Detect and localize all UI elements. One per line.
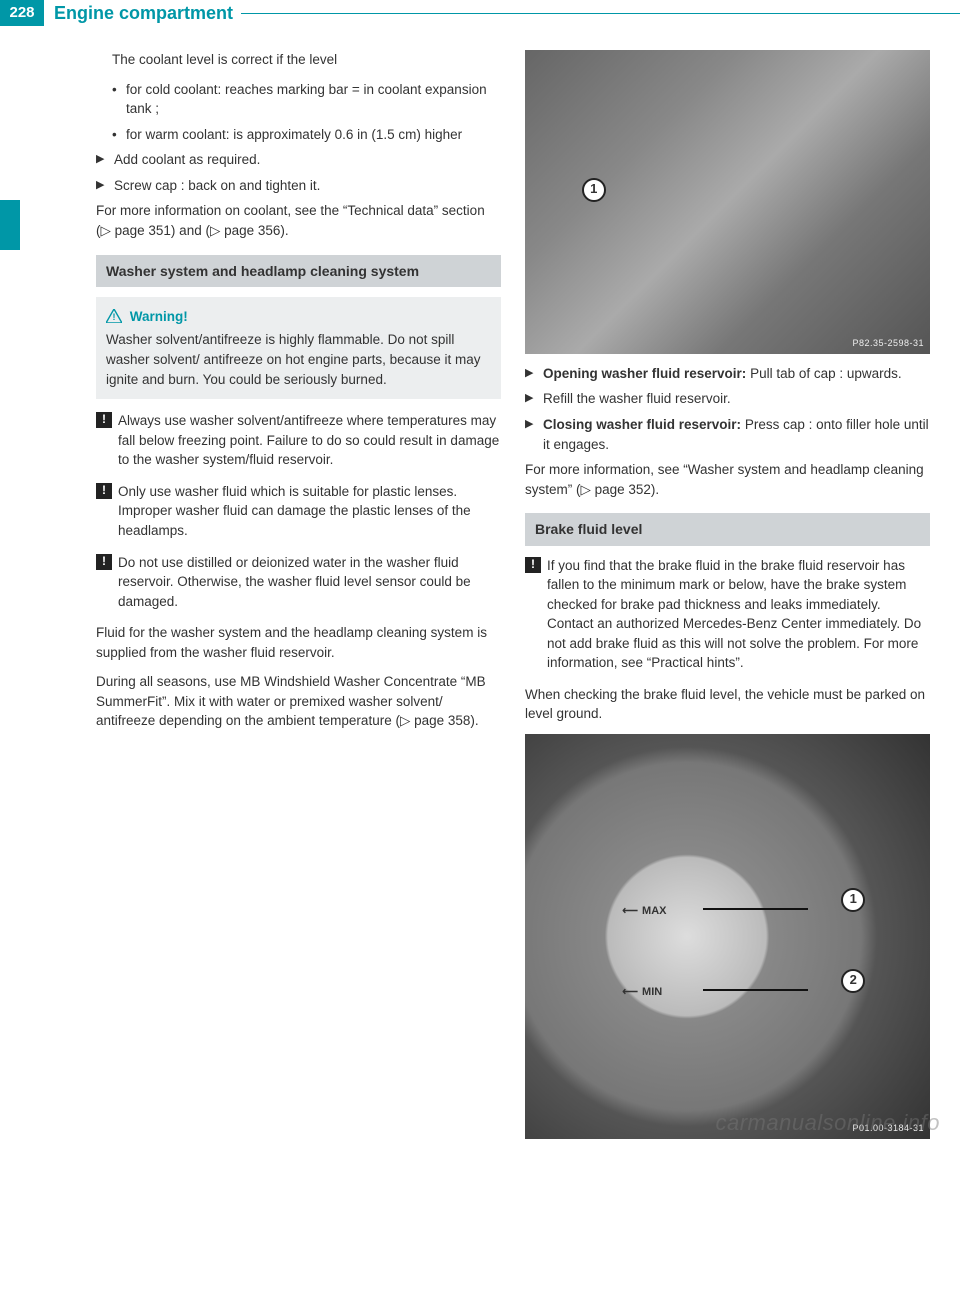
- washer-section-head: Washer system and headlamp cleaning syst…: [96, 255, 501, 287]
- note-text: Only use washer fluid which is suitable …: [118, 482, 501, 541]
- warning-triangle-icon: !: [106, 309, 122, 323]
- step-add-coolant: ▶ Add coolant as required.: [96, 150, 501, 170]
- note-icon: !: [96, 554, 112, 570]
- image-code: P82.35-2598-31: [852, 337, 924, 350]
- washer-concentrate-para: During all seasons, use MB Windshield Wa…: [96, 672, 501, 731]
- svg-text:!: !: [113, 312, 116, 322]
- note-distilled-water: ! Do not use distilled or deionized wate…: [96, 553, 501, 612]
- coolant-more-info: For more information on coolant, see the…: [96, 201, 501, 240]
- washer-reservoir-para: Fluid for the washer system and the head…: [96, 623, 501, 662]
- note-icon: !: [96, 412, 112, 428]
- brake-reservoir-image: ⟵ MAX ⟵ MIN 1 2 P01.00-3184-31: [525, 734, 930, 1139]
- step-close-reservoir: ▶ Closing washer fluid reservoir: Press …: [525, 415, 930, 454]
- step-bold-label: Opening washer fluid reservoir:: [543, 366, 746, 381]
- warning-box: ! Warning! Washer solvent/antifreeze is …: [96, 297, 501, 399]
- step-icon: ▶: [525, 389, 543, 409]
- watermark: carmanualsonline.info: [715, 1107, 940, 1139]
- note-antifreeze: ! Always use washer solvent/antifreeze w…: [96, 411, 501, 470]
- washer-reservoir-image: 1 P82.35-2598-31: [525, 50, 930, 354]
- page-number: 228: [9, 2, 34, 24]
- note-icon: !: [525, 557, 541, 573]
- step-text: Closing washer fluid reservoir: Press ca…: [543, 415, 930, 454]
- header-divider: [241, 13, 960, 14]
- side-tab-block: [0, 200, 20, 250]
- bullet-icon: •: [112, 80, 126, 119]
- step-text: Add coolant as required.: [114, 150, 260, 170]
- pointer-line-1: [703, 908, 808, 910]
- step-text: Opening washer fluid reservoir: Pull tab…: [543, 364, 902, 384]
- note-icon: !: [96, 483, 112, 499]
- note-text: Always use washer solvent/antifreeze whe…: [118, 411, 501, 470]
- step-rest: Pull tab of cap : upwards.: [746, 366, 901, 381]
- step-icon: ▶: [525, 364, 543, 384]
- max-label: ⟵ MAX: [622, 904, 666, 920]
- note-text: If you find that the brake fluid in the …: [547, 556, 930, 673]
- bullet-icon: •: [112, 125, 126, 145]
- warning-body: Washer solvent/antifreeze is highly flam…: [106, 330, 491, 389]
- side-tab: Operation: [0, 240, 28, 400]
- image-marker-2: 2: [841, 969, 865, 993]
- left-column: The coolant level is correct if the leve…: [96, 50, 501, 1149]
- content-columns: The coolant level is correct if the leve…: [0, 50, 960, 1149]
- coolant-bullet-2: • for warm coolant: is approximately 0.6…: [96, 125, 501, 145]
- brake-level-ground: When checking the brake fluid level, the…: [525, 685, 930, 724]
- bullet-text: for warm coolant: is approximately 0.6 i…: [126, 125, 462, 145]
- step-refill: ▶ Refill the washer fluid reservoir.: [525, 389, 930, 409]
- washer-more-info: For more information, see “Washer system…: [525, 460, 930, 499]
- section-title: Engine compartment: [54, 0, 233, 26]
- step-text: Refill the washer fluid reservoir.: [543, 389, 731, 409]
- step-screw-cap: ▶ Screw cap : back on and tighten it.: [96, 176, 501, 196]
- coolant-bullet-1: • for cold coolant: reaches marking bar …: [96, 80, 501, 119]
- bullet-text: for cold coolant: reaches marking bar = …: [126, 80, 501, 119]
- min-text: MIN: [642, 986, 662, 998]
- warning-title: ! Warning!: [106, 307, 491, 327]
- image-marker-1: 1: [841, 888, 865, 912]
- note-brake-fluid: ! If you find that the brake fluid in th…: [525, 556, 930, 673]
- warning-label: Warning!: [130, 309, 188, 324]
- step-text: Screw cap : back on and tighten it.: [114, 176, 320, 196]
- note-plastic-lenses: ! Only use washer fluid which is suitabl…: [96, 482, 501, 541]
- right-column: 1 P82.35-2598-31 ▶ Opening washer fluid …: [525, 50, 930, 1149]
- step-icon: ▶: [96, 150, 114, 170]
- max-text: MAX: [642, 905, 666, 917]
- step-icon: ▶: [96, 176, 114, 196]
- step-bold-label: Closing washer fluid reservoir:: [543, 417, 741, 432]
- image-marker-1: 1: [582, 178, 606, 202]
- step-open-reservoir: ▶ Opening washer fluid reservoir: Pull t…: [525, 364, 930, 384]
- note-text: Do not use distilled or deionized water …: [118, 553, 501, 612]
- min-label: ⟵ MIN: [622, 985, 662, 1001]
- coolant-intro: The coolant level is correct if the leve…: [96, 50, 501, 70]
- brake-section-head: Brake fluid level: [525, 513, 930, 545]
- step-icon: ▶: [525, 415, 543, 454]
- pointer-line-2: [703, 989, 808, 991]
- page-header: 228 Engine compartment: [0, 0, 960, 26]
- page-number-box: 228: [0, 0, 44, 26]
